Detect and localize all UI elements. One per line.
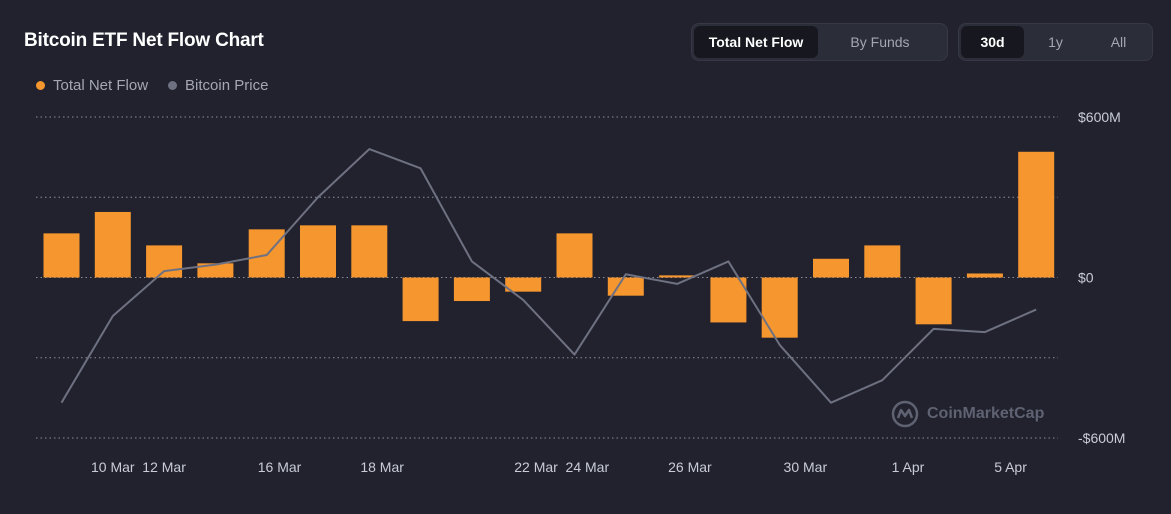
net-flow-bar — [761, 277, 798, 338]
x-tick-label: 1 Apr — [892, 459, 925, 475]
range-toggle: 30d 1y All — [958, 23, 1153, 61]
range-all-button[interactable]: All — [1110, 34, 1127, 50]
tab-by-funds[interactable]: By Funds — [850, 34, 910, 50]
net-flow-bar — [197, 263, 234, 278]
x-tick-label: 24 Mar — [566, 459, 610, 475]
bitcoin-price-line — [60, 148, 1037, 404]
net-flow-bar — [94, 211, 131, 278]
x-tick-label: 12 Mar — [142, 459, 186, 475]
legend-item-net-flow[interactable]: Total Net Flow — [36, 77, 148, 94]
x-tick-label: 26 Mar — [668, 459, 712, 475]
chart-legend: Total Net Flow Bitcoin Price — [36, 77, 268, 94]
watermark-text: CoinMarketCap — [927, 405, 1045, 422]
coinmarketcap-watermark: CoinMarketCap — [891, 400, 1044, 428]
range-30d-button[interactable]: 30d — [961, 26, 1024, 58]
net-flow-bar — [710, 277, 747, 323]
net-flow-bar — [607, 277, 644, 296]
range-1y-button[interactable]: 1y — [1048, 34, 1063, 50]
net-flow-bar — [248, 229, 285, 278]
net-flow-bar — [146, 245, 183, 278]
net-flow-bar — [813, 258, 849, 278]
net-flow-bar — [966, 273, 1003, 278]
legend-dot-bitcoin-price — [168, 81, 178, 90]
net-flow-bar — [43, 233, 80, 278]
net-flow-bar — [1018, 151, 1055, 278]
chart-title: Bitcoin ETF Net Flow Chart — [24, 30, 264, 51]
net-flow-bar — [453, 277, 490, 302]
y-tick-label: -$600M — [1078, 430, 1125, 446]
view-toggle: Total Net Flow By Funds — [691, 23, 948, 61]
x-tick-label: 18 Mar — [360, 459, 404, 475]
x-tick-label: 5 Apr — [994, 459, 1027, 475]
x-tick-label: 30 Mar — [784, 459, 828, 475]
y-tick-label: $0 — [1078, 270, 1094, 286]
net-flow-bar — [915, 277, 952, 325]
y-tick-label: $600M — [1078, 109, 1121, 125]
legend-label-net-flow: Total Net Flow — [53, 77, 149, 94]
net-flow-bar — [556, 233, 593, 278]
x-tick-label: 22 Mar — [514, 459, 558, 475]
net-flow-bar — [351, 225, 388, 278]
legend-dot-net-flow — [36, 81, 45, 90]
net-flow-bar — [864, 245, 901, 278]
legend-label-bitcoin-price: Bitcoin Price — [185, 77, 269, 94]
x-tick-label: 16 Mar — [258, 459, 302, 475]
net-flow-bar — [505, 277, 542, 292]
tab-total-net-flow[interactable]: Total Net Flow — [694, 26, 818, 58]
net-flow-bar — [300, 225, 336, 278]
legend-item-bitcoin-price[interactable]: Bitcoin Price — [168, 77, 268, 94]
net-flow-bar — [402, 277, 439, 322]
x-tick-label: 10 Mar — [91, 459, 135, 475]
net-flow-bar — [659, 275, 696, 278]
coinmarketcap-logo-icon — [891, 400, 919, 428]
